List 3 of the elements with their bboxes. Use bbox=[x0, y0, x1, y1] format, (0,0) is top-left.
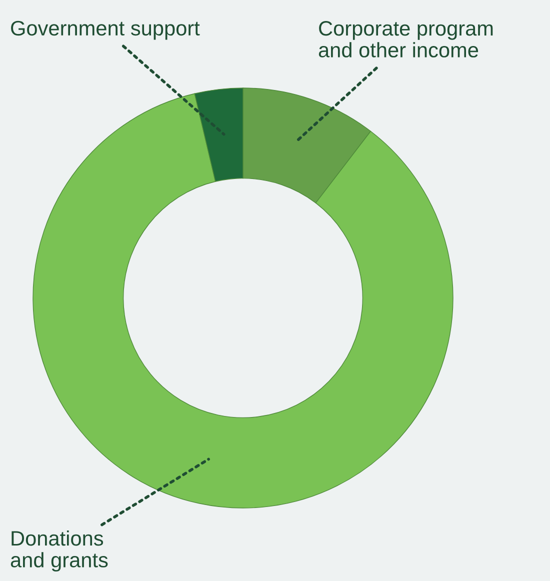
slice-label: Corporate program and other income bbox=[318, 20, 493, 58]
slice-label: Government support bbox=[11, 20, 200, 40]
slice-label: Donations and grants bbox=[10, 530, 108, 572]
